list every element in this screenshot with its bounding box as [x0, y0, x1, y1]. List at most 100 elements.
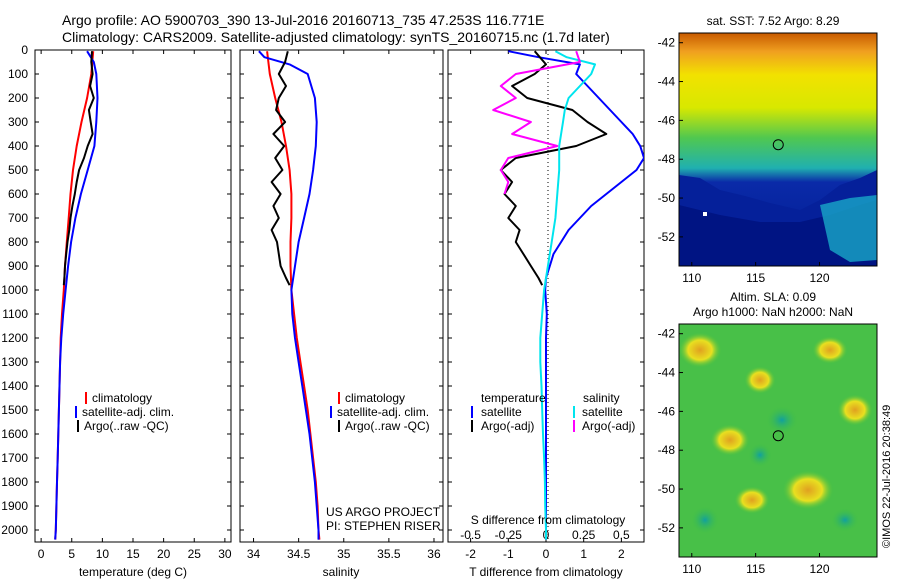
- sla-low-anomaly: [691, 506, 719, 534]
- x-tick-label: 25: [188, 547, 202, 561]
- header-line-2: Climatology: CARS2009. Satellite-adjuste…: [62, 29, 610, 45]
- salinity-x-axis: 34 34.5 35 35.5 36: [247, 50, 441, 561]
- sla-high-anomaly: [782, 470, 834, 510]
- depth-tick-label: 1000: [1, 283, 28, 297]
- sla-low-anomaly: [831, 508, 859, 532]
- sla-high-anomaly: [678, 332, 722, 368]
- depth-tick-label: 900: [8, 259, 28, 273]
- map-x-tick-label: 115: [746, 271, 765, 285]
- depth-tick-label: 1200: [1, 331, 28, 345]
- salinity-xlabel: salinity: [323, 565, 360, 579]
- salinity-lines: [258, 50, 321, 540]
- sla-high-anomaly: [812, 336, 848, 364]
- depth-tick-label: 1800: [1, 475, 28, 489]
- depth-tick-label: 2000: [1, 523, 28, 537]
- depth-tick-label: 100: [8, 67, 28, 81]
- difference-xlabel-top: S difference from climatology: [471, 513, 626, 527]
- difference-lines: [492, 50, 644, 540]
- depth-tick-label: 1400: [1, 379, 28, 393]
- sla-map-title-2: Argo h1000: NaN h2000: NaN: [693, 305, 853, 319]
- sla-map-title-1: Altim. SLA: 0.09: [730, 290, 816, 304]
- series-line-satellite-adj-clim-: [258, 50, 320, 540]
- x-top-tick-label: -0.25: [495, 528, 523, 542]
- float-position-marker: [772, 430, 784, 442]
- project-pi: PI: STEPHEN RISER: [326, 519, 441, 533]
- depth-tick-label: 1600: [1, 427, 28, 441]
- map-y-tick-label: -42: [658, 327, 676, 341]
- depth-tick-label: 500: [8, 163, 28, 177]
- map-x-tick-label: 110: [682, 271, 701, 285]
- map-x-tick-label: 110: [682, 562, 701, 576]
- x-tick-label: 36: [427, 547, 441, 561]
- legend-label-argo: Argo(..raw -QC): [84, 419, 169, 433]
- legend-label-satellite: satellite-adj. clim.: [82, 405, 174, 419]
- x-tick-label: 0: [543, 547, 550, 561]
- depth-tick-label: 1900: [1, 499, 28, 513]
- sst-missing-pixel: [703, 212, 707, 216]
- depth-tick-label: 0: [21, 43, 28, 57]
- x-tick-label: 0: [38, 547, 45, 561]
- sla-low-anomaly: [748, 443, 772, 467]
- depth-tick-label: 1100: [2, 307, 28, 321]
- series-line-argo-raw-qc-: [270, 50, 291, 286]
- x-tick-label: 2: [618, 547, 625, 561]
- depth-axis: 0 100 200 300 400 500 600 700 800 900 1000 1100 1200…: [1, 43, 644, 537]
- depth-tick-label: 800: [8, 235, 28, 249]
- depth-tick-label: 700: [8, 211, 28, 225]
- temperature-lines: [54, 50, 99, 540]
- depth-tick-label: 1700: [1, 451, 28, 465]
- sla-map-axes: 110 115 120 -42 -44 -46 -48 -50 -52: [658, 327, 830, 576]
- sst-map-frame: [678, 32, 878, 267]
- x-tick-label: 5: [68, 547, 75, 561]
- x-tick-label: 34.5: [287, 547, 311, 561]
- depth-tick-label: 1300: [1, 355, 28, 369]
- sla-low-anomaly: [766, 406, 798, 434]
- temperature-x-axis: 0 5 10 15 20 25 30: [38, 50, 232, 561]
- imos-stamp: ©IMOS 22-Jul-2016 20:38:49: [881, 405, 893, 548]
- legend-heading-salinity: salinity: [583, 391, 620, 405]
- x-tick-label: 30: [218, 547, 232, 561]
- series-line-argo-adj-: [492, 50, 581, 195]
- sst-map: 110 115 120 -42 -44 -46 -48 -50 -52: [658, 32, 878, 285]
- series-line-satellite-adj-clim-: [54, 50, 99, 540]
- map-y-tick-label: -52: [658, 230, 676, 244]
- depth-tick-label: 1500: [1, 403, 28, 417]
- sla-high-anomaly: [710, 424, 750, 456]
- legend-label-argo: Argo(..raw -QC): [345, 419, 430, 433]
- x-tick-label: 15: [126, 547, 140, 561]
- map-y-tick-label: -48: [658, 152, 676, 166]
- float-position-marker: [772, 139, 784, 151]
- sla-map: 110 115 120 -42 -44 -46 -48 -50 -52: [658, 323, 878, 576]
- series-line-argo-raw-qc-: [62, 51, 95, 286]
- temperature-panel-frame: [34, 49, 232, 543]
- depth-tick-label: 200: [8, 91, 28, 105]
- sla-high-anomaly: [734, 486, 770, 514]
- legend-label-s-satellite: satellite: [582, 405, 623, 419]
- difference-legend: temperature salinity satellite satellite…: [471, 391, 635, 433]
- x-tick-label: 35.5: [377, 547, 401, 561]
- legend-label-s-argo: Argo(-adj): [582, 419, 635, 433]
- map-y-tick-label: -50: [658, 191, 676, 205]
- map-y-tick-label: -46: [658, 404, 676, 418]
- map-y-tick-label: -48: [658, 443, 676, 457]
- salinity-legend: climatology satellite-adj. clim. Argo(..…: [330, 391, 430, 433]
- sst-map-title: sat. SST: 7.52 Argo: 8.29: [707, 14, 840, 28]
- difference-x-axis: -2 -1 0 1 2-0.5 -0.25 0 0.25 0.5: [460, 50, 630, 561]
- x-tick-label: -2: [465, 547, 476, 561]
- map-y-tick-label: -50: [658, 482, 676, 496]
- x-tick-label: 34: [247, 547, 261, 561]
- x-top-tick-label: -0.5: [460, 528, 481, 542]
- series-line-satellite: [539, 50, 596, 540]
- depth-tick-label: 400: [8, 139, 28, 153]
- legend-label-t-argo: Argo(-adj): [481, 419, 534, 433]
- header-line-1: Argo profile: AO 5900703_390 13-Jul-2016…: [62, 12, 544, 28]
- map-x-tick-label: 120: [810, 271, 830, 285]
- depth-tick-label: 600: [8, 187, 28, 201]
- series-line-satellite: [508, 50, 644, 540]
- depth-tick-label: 300: [8, 115, 28, 129]
- project-name: US ARGO PROJECT: [326, 505, 441, 519]
- x-top-tick-label: 0.25: [572, 528, 596, 542]
- temperature-legend: climatology satellite-adj. clim. Argo(..…: [75, 391, 174, 433]
- temperature-xlabel: temperature (deg C): [79, 565, 187, 579]
